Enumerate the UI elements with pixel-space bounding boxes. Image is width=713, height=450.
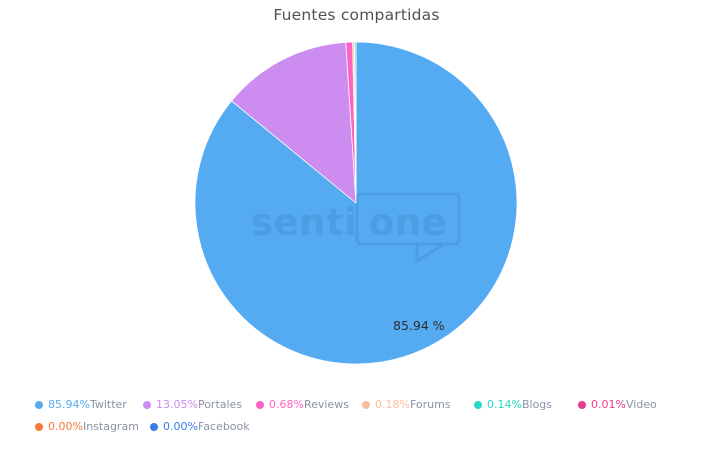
pie-data-label: 85.94 % [393, 318, 445, 333]
legend-percent-portales: 13.05% [156, 398, 198, 411]
legend-label-blogs: Blogs [521, 398, 552, 411]
legend-percent-instagram: 0.00% [48, 420, 83, 433]
legend-percent-twitter: 85.94% [48, 398, 90, 411]
legend-label-facebook: Facebook [197, 420, 250, 433]
legend-marker-twitter [35, 400, 43, 409]
legend-marker-portales [143, 400, 151, 409]
legend-item-twitter[interactable]: 85.94% Twitter [35, 398, 127, 411]
legend-item-instagram[interactable]: 0.00% Instagram [35, 420, 139, 433]
legend-marker-blogs [474, 400, 482, 409]
legend-item-reviews[interactable]: 0.68% Reviews [256, 398, 349, 411]
legend-label-portales: Portales [197, 398, 243, 411]
pie-slice-portales[interactable] [231, 41, 357, 204]
legend-label-twitter: Twitter [89, 398, 127, 411]
legend-item-portales[interactable]: 13.05% Portales [143, 398, 242, 411]
legend-marker-forums [362, 400, 370, 409]
legend-marker-reviews [256, 400, 264, 409]
legend-percent-blogs: 0.14% [487, 398, 522, 411]
legend-label-reviews: Reviews [303, 398, 349, 411]
legend-percent-video: 0.01% [591, 398, 626, 411]
legend-label-video: Video [625, 398, 657, 411]
legend-percent-reviews: 0.68% [269, 398, 304, 411]
legend-percent-forums: 0.18% [375, 398, 410, 411]
legend-marker-video [578, 400, 586, 409]
legend-label-instagram: Instagram [82, 420, 139, 433]
legend-item-video[interactable]: 0.01% Video [578, 398, 657, 411]
chart-title: Fuentes compartidas [273, 6, 440, 24]
legend-percent-facebook: 0.00% [163, 420, 198, 433]
legend-marker-facebook [150, 422, 158, 431]
legend-marker-instagram [35, 422, 43, 431]
legend-item-facebook[interactable]: 0.00% Facebook [150, 420, 250, 433]
legend-label-forums: Forums [409, 398, 451, 411]
legend-item-blogs[interactable]: 0.14% Blogs [474, 398, 552, 411]
legend-item-forums[interactable]: 0.18% Forums [362, 398, 451, 411]
